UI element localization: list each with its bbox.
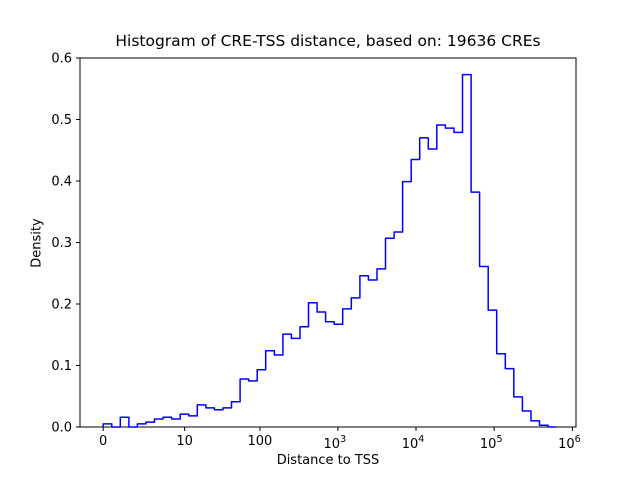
x-axis-ticks: 0 10 100 103 104 105 106: [99, 427, 581, 452]
x-axis-label: Distance to TSS: [276, 453, 380, 468]
y-tick-label: 0.2: [51, 298, 72, 313]
x-tick-label: 106: [558, 434, 581, 452]
x-tick-label: 105: [480, 434, 503, 452]
x-tick-label: 104: [402, 434, 425, 452]
chart-title: Histogram of CRE-TSS distance, based on:…: [115, 32, 541, 50]
y-tick-label: 0.5: [51, 113, 72, 128]
x-tick-label: 10: [176, 434, 193, 449]
y-tick-label: 0.4: [51, 175, 72, 190]
x-tick-label: 100: [248, 434, 273, 449]
axes-frame: [79, 57, 577, 428]
x-tick-label: 103: [324, 434, 347, 452]
y-axis-ticks: 0.0 0.1 0.2 0.3 0.4 0.5 0.6: [51, 52, 80, 436]
histogram-step-line: [102, 73, 557, 428]
y-tick-label: 0.6: [51, 52, 72, 67]
y-tick-label: 0.1: [51, 359, 72, 374]
y-tick-label: 0.0: [51, 421, 72, 436]
x-tick-label: 0: [99, 434, 107, 449]
y-tick-label: 0.3: [51, 236, 72, 251]
